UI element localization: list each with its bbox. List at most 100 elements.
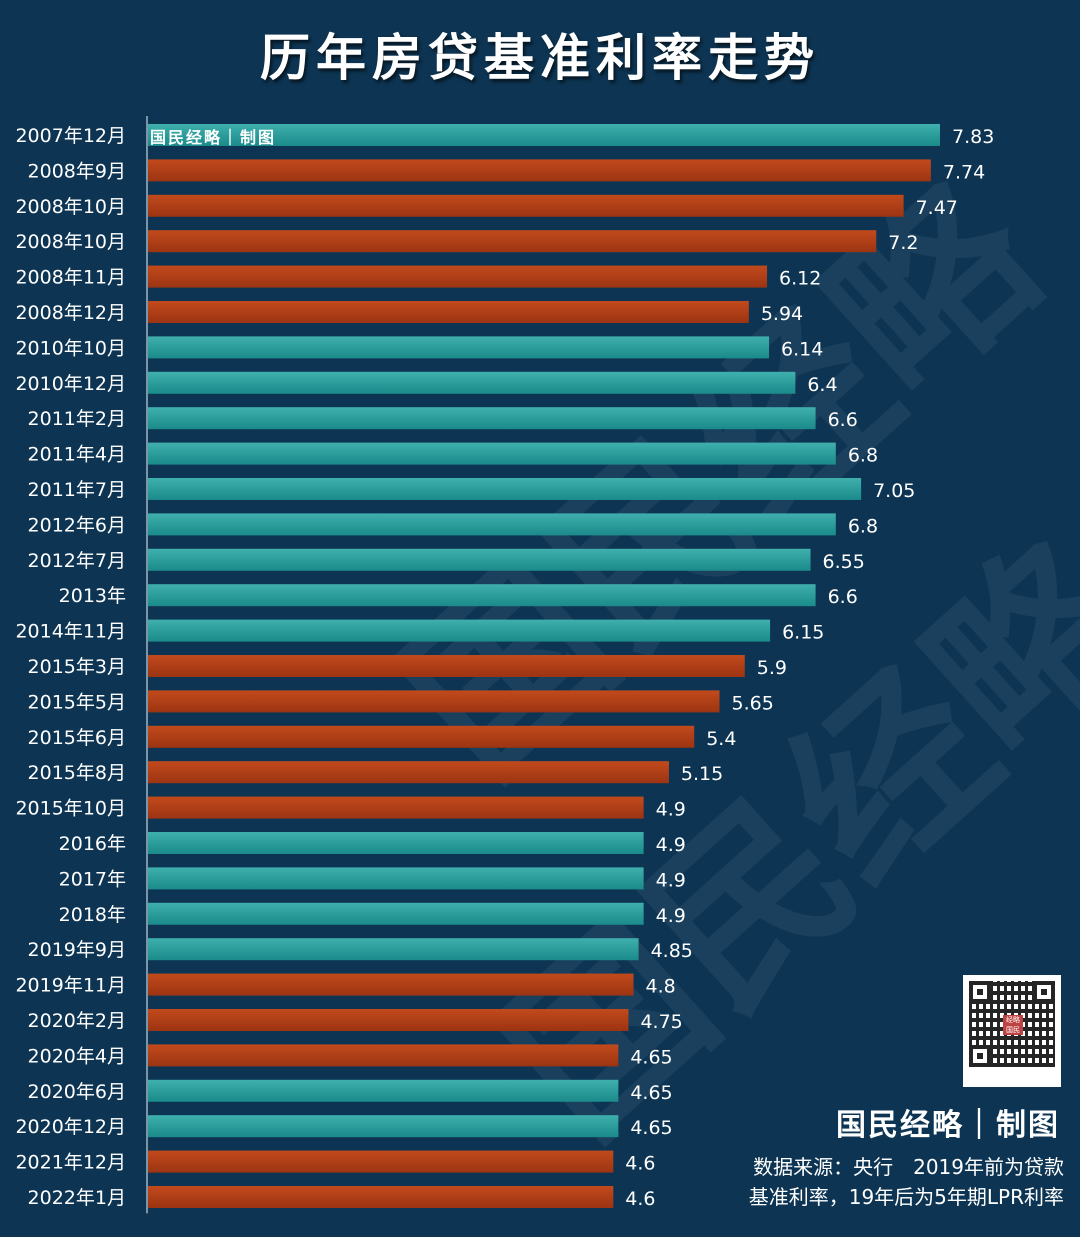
- category-label: 2012年6月: [28, 514, 126, 536]
- value-label: 6.6: [828, 586, 858, 608]
- value-label: 4.85: [651, 940, 693, 962]
- bar: [148, 478, 862, 500]
- bar: [148, 1115, 619, 1138]
- value-label: 7.74: [943, 161, 985, 183]
- value-label: 6.4: [807, 374, 837, 396]
- category-label: 2010年12月: [15, 373, 126, 395]
- bar: [148, 194, 904, 217]
- category-label: 2007年12月: [15, 125, 126, 147]
- bar: [148, 761, 669, 784]
- bar: [148, 301, 749, 323]
- bar: [148, 407, 816, 430]
- value-label: 5.9: [757, 657, 787, 679]
- category-label: 2015年8月: [28, 762, 126, 784]
- value-label: 5.94: [761, 303, 803, 325]
- category-label: 2020年12月: [15, 1116, 126, 1138]
- category-label: 2015年3月: [28, 656, 126, 678]
- category-label: 2020年4月: [28, 1045, 126, 1067]
- value-label: 5.15: [681, 763, 723, 785]
- qr-seal-logo: 经略国民: [1003, 1015, 1023, 1035]
- category-label: 2019年9月: [28, 939, 126, 961]
- qr-code[interactable]: 经略国民: [963, 975, 1061, 1087]
- bar: [148, 265, 768, 288]
- value-label: 4.9: [656, 905, 686, 927]
- category-label: 2022年1月: [28, 1187, 126, 1209]
- value-label: 6.14: [781, 338, 823, 360]
- value-label: 4.9: [656, 834, 686, 856]
- bar: [148, 796, 644, 819]
- bar: [148, 902, 644, 925]
- chart-title: 历年房贷基准利率走势: [260, 29, 820, 87]
- value-label: 4.8: [646, 976, 676, 998]
- category-label: 2019年11月: [15, 975, 126, 997]
- category-label: 2015年6月: [28, 727, 126, 749]
- category-label: 2008年12月: [15, 302, 126, 324]
- value-label: 4.75: [640, 1011, 682, 1033]
- value-label: 6.55: [823, 551, 865, 573]
- bar: [148, 371, 796, 394]
- category-label: 2020年6月: [28, 1081, 126, 1103]
- source-line-1: 数据来源：央行 2019年前为贷款: [753, 1155, 1064, 1179]
- category-label: 2012年7月: [28, 550, 126, 572]
- category-label: 2010年10月: [15, 337, 126, 359]
- category-label: 2020年2月: [28, 1010, 126, 1032]
- category-label: 2013年: [59, 585, 126, 607]
- category-label: 2017年: [59, 868, 126, 890]
- value-label: 6.12: [779, 268, 821, 290]
- category-label: 2008年11月: [15, 267, 126, 289]
- value-label: 4.65: [630, 1117, 672, 1139]
- source-note: 数据来源：央行 2019年前为贷款 基准利率，19年后为5年期LPR利率: [684, 1152, 1064, 1212]
- category-label: 2011年4月: [28, 444, 126, 466]
- value-label: 7.05: [873, 480, 915, 502]
- category-label: 2014年11月: [15, 621, 126, 643]
- value-label: 4.9: [656, 869, 686, 891]
- value-label: 7.47: [916, 197, 958, 219]
- value-label: 4.65: [630, 1046, 672, 1068]
- category-label: 2015年5月: [28, 691, 126, 713]
- value-label: 5.4: [706, 728, 736, 750]
- bar: [148, 230, 877, 253]
- bar: [148, 655, 745, 677]
- source-line-2: 基准利率，19年后为5年期LPR利率: [748, 1185, 1064, 1209]
- value-label: 4.6: [625, 1188, 655, 1210]
- bar: [148, 1044, 619, 1067]
- bar: [148, 1150, 614, 1173]
- value-label: 6.8: [848, 515, 878, 537]
- value-label: 4.9: [656, 799, 686, 821]
- bar: [148, 938, 639, 961]
- value-label: 7.83: [952, 126, 994, 148]
- bar: [148, 725, 695, 748]
- value-label: 7.2: [888, 232, 918, 254]
- category-label: 2011年2月: [28, 408, 126, 430]
- qr-code-pattern: 经略国民: [969, 981, 1055, 1067]
- category-label: 2008年10月: [15, 231, 126, 253]
- category-label: 2008年9月: [28, 160, 126, 182]
- value-label: 5.65: [731, 692, 773, 714]
- bar: [148, 1079, 619, 1102]
- bar: [148, 832, 644, 854]
- bar: [148, 336, 770, 359]
- bar: [148, 513, 836, 536]
- category-label: 2015年10月: [15, 798, 126, 820]
- category-label: 2018年: [59, 904, 126, 926]
- value-label: 4.6: [625, 1153, 655, 1175]
- category-label: 2016年: [59, 833, 126, 855]
- brand-credit: 国民经略｜制图: [836, 1108, 1060, 1143]
- bar-credit-label: 国民经略｜制图: [150, 128, 277, 147]
- bar: [148, 619, 771, 642]
- bar: [148, 867, 644, 890]
- bar: [148, 1009, 629, 1031]
- bar: [148, 1186, 614, 1208]
- bar: [148, 690, 720, 713]
- value-label: 6.8: [848, 445, 878, 467]
- bar: [148, 159, 931, 182]
- bar: [148, 442, 836, 465]
- bar: [148, 548, 811, 571]
- bar: [148, 973, 634, 996]
- value-label: 6.6: [828, 409, 858, 431]
- bar: [148, 584, 816, 607]
- bar: [148, 124, 940, 146]
- category-label: 2008年10月: [15, 196, 126, 218]
- category-label: 2011年7月: [28, 479, 126, 501]
